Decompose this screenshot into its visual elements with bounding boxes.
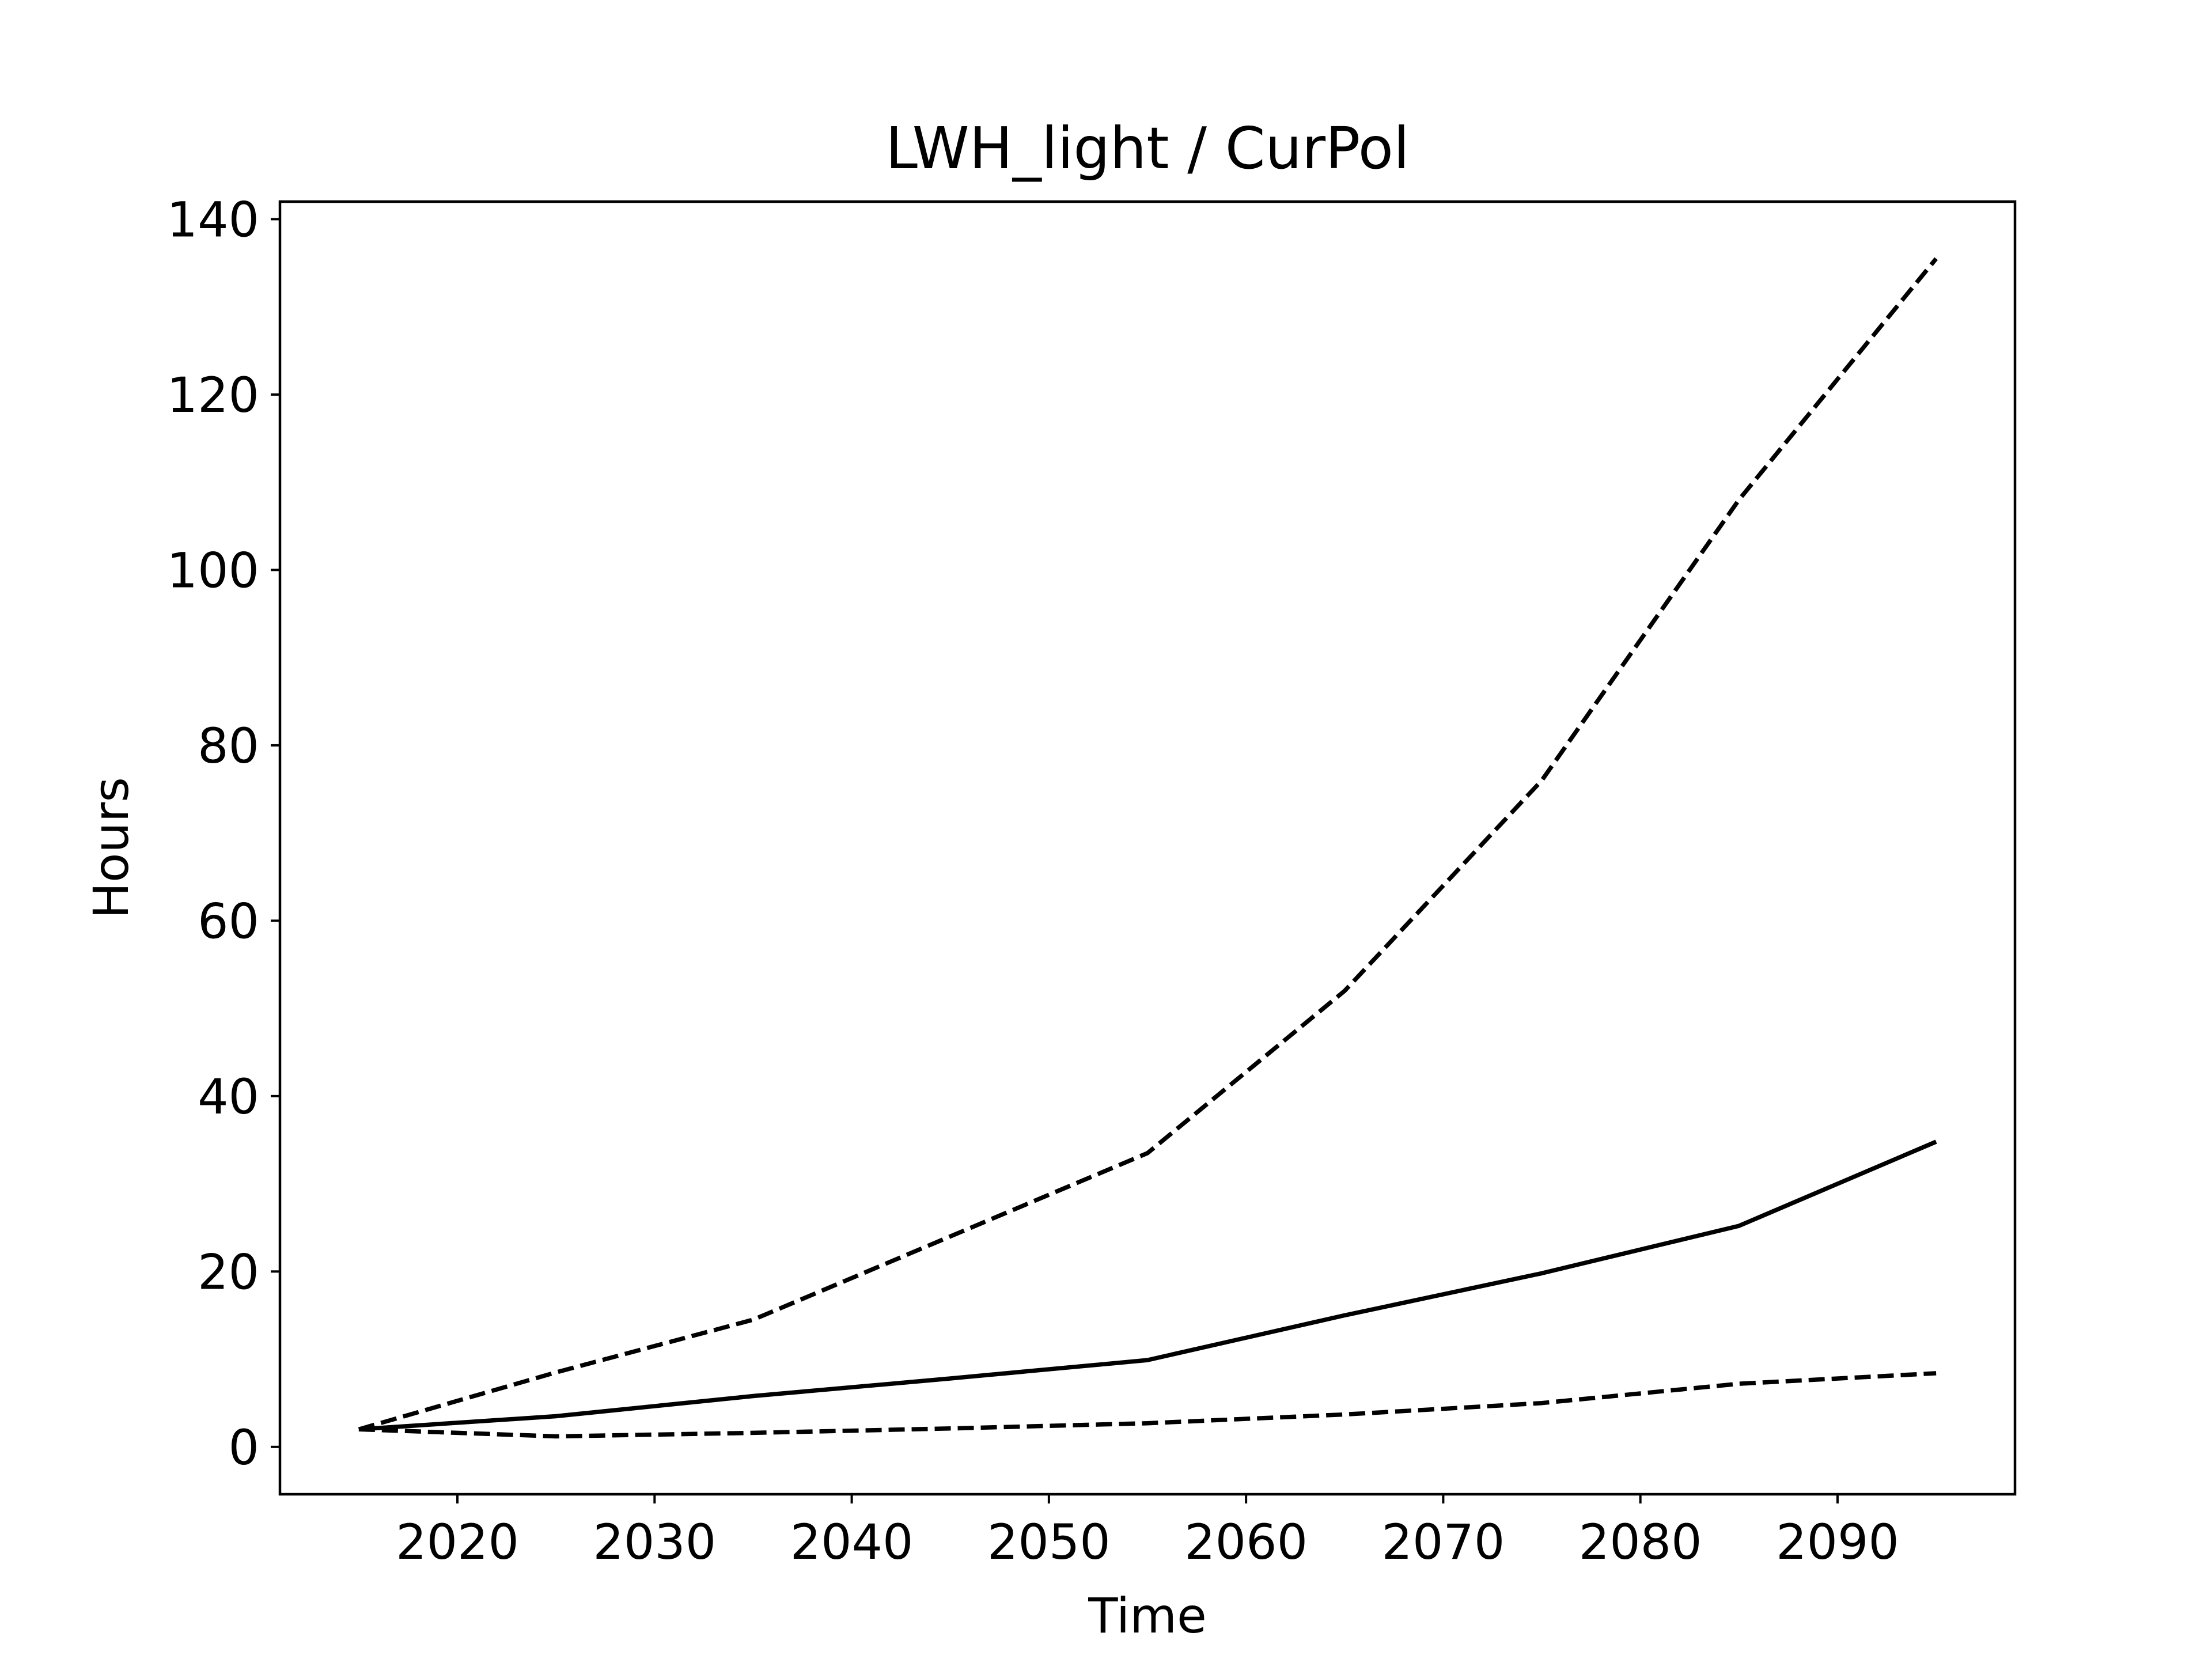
x-tick-label: 2080 <box>1579 1514 1702 1570</box>
chart-title: LWH_light / CurPol <box>885 115 1410 182</box>
x-tick-label: 2040 <box>790 1514 914 1570</box>
x-tick-label: 2020 <box>396 1514 519 1570</box>
y-tick-label: 40 <box>198 1069 259 1125</box>
y-axis: 0 20 40 60 80 100 120 140 <box>167 191 280 1476</box>
series-group <box>358 257 1938 1439</box>
plot-frame <box>278 200 2017 1496</box>
x-tick-label: 2030 <box>593 1514 716 1570</box>
y-tick-label: 100 <box>167 542 259 599</box>
x-axis: 2020 2030 2040 2050 2060 2070 2080 2090 <box>396 1494 1899 1570</box>
y-tick-label: 60 <box>198 893 259 949</box>
y-tick-label: 140 <box>167 191 259 248</box>
y-tick-label: 20 <box>198 1244 259 1300</box>
y-tick-label: 0 <box>229 1419 259 1476</box>
x-tick-label: 2090 <box>1776 1514 1899 1570</box>
x-tick-label: 2070 <box>1382 1514 1505 1570</box>
series-line-2-solid <box>358 1139 1937 1432</box>
series-line-3-dashed <box>358 1371 1937 1439</box>
y-tick-label: 80 <box>198 718 259 774</box>
x-tick-label: 2060 <box>1184 1514 1308 1570</box>
x-tick-label: 2050 <box>987 1514 1111 1570</box>
y-axis-label: Hours <box>83 777 139 919</box>
y-tick-label: 120 <box>167 367 259 423</box>
series-line-1-dashed <box>358 257 1938 1431</box>
x-axis-label: Time <box>1088 1588 1207 1644</box>
